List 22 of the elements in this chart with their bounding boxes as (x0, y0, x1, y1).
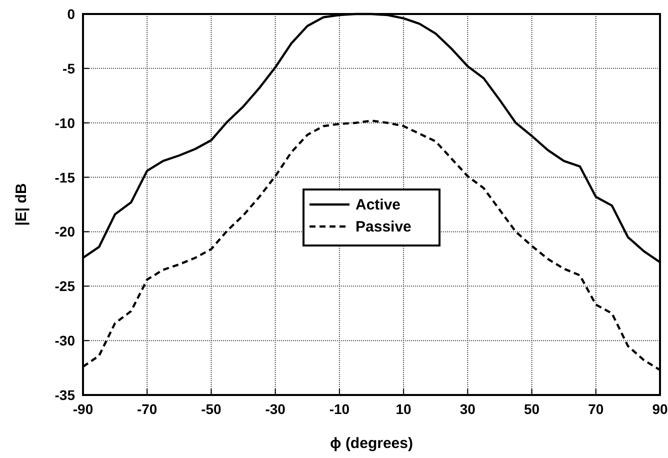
x-tick-label: 90 (652, 401, 668, 417)
y-tick-label: -15 (54, 169, 76, 186)
x-tick-label: -50 (201, 401, 222, 417)
y-tick-label: 0 (67, 6, 76, 22)
legend-label: Active (356, 196, 401, 214)
x-tick-label: 50 (524, 401, 540, 417)
y-tick-label: -25 (54, 278, 76, 294)
y-axis-title: |E| dB (13, 183, 30, 226)
y-tick-label: -35 (54, 387, 76, 403)
x-tick-label: 10 (396, 401, 412, 417)
x-tick-label: -10 (329, 401, 350, 417)
x-tick-label: -70 (136, 401, 158, 417)
x-tick-label: 30 (460, 401, 476, 417)
y-tick-label: -30 (54, 332, 76, 349)
y-tick-label: -5 (62, 60, 76, 76)
x-tick-label: -90 (72, 401, 94, 417)
x-axis-title: ϕ (degrees) (330, 435, 413, 452)
y-tick-label: -10 (54, 114, 76, 131)
x-tick-label: -30 (265, 401, 286, 417)
x-tick-label: 70 (588, 401, 604, 417)
legend-label: Passive (356, 218, 412, 236)
y-tick-label: -20 (54, 224, 76, 240)
